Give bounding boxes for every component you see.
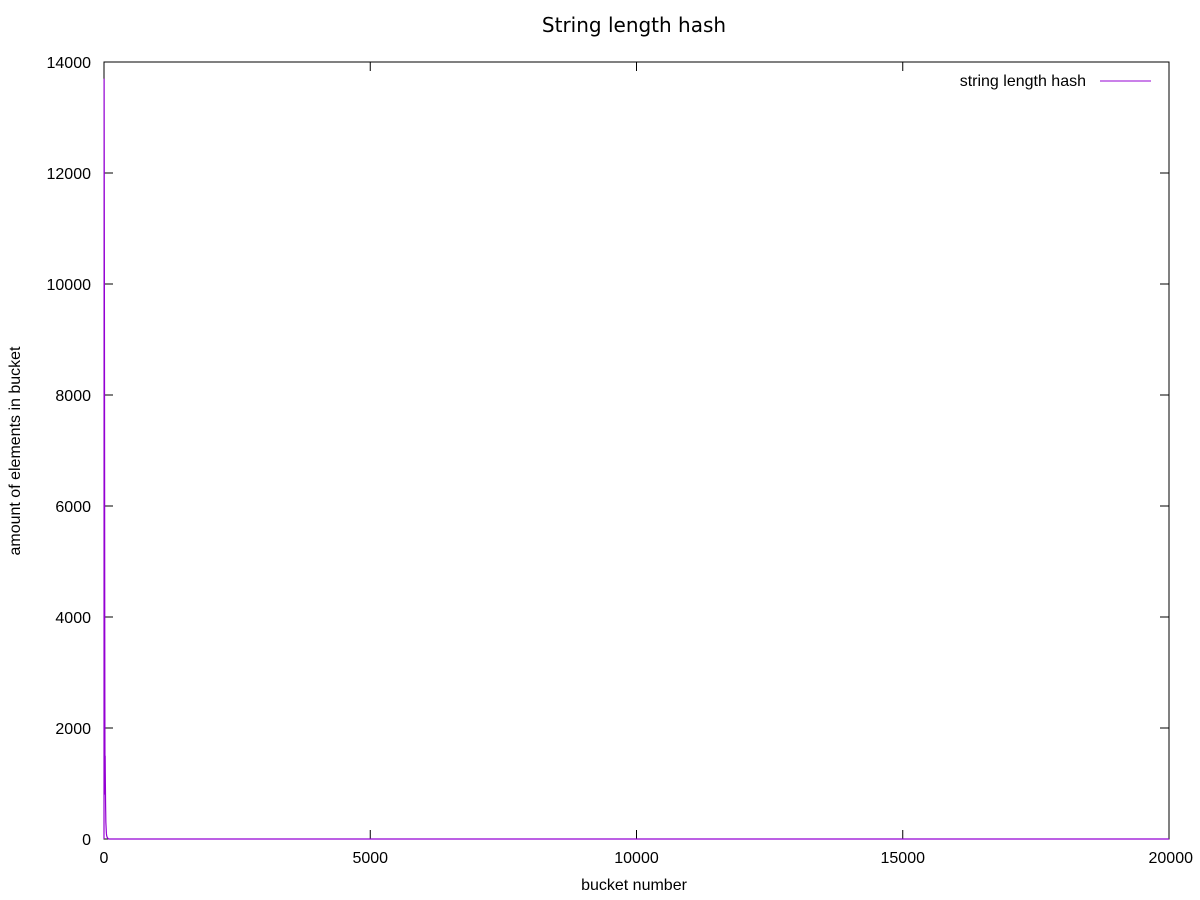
y-tick-label: 4000: [55, 610, 91, 627]
y-tick-label: 14000: [47, 55, 92, 72]
y-tick-label: 10000: [47, 277, 92, 294]
y-axis-label: amount of elements in bucket: [7, 346, 24, 556]
series-line-string-length-hash: [103, 78, 1169, 840]
y-tick-label: 0: [82, 832, 91, 849]
legend: string length hash: [960, 73, 1151, 90]
chart-title: String length hash: [542, 13, 726, 37]
legend-label-string-length-hash: string length hash: [960, 73, 1086, 90]
x-tick-label: 10000: [614, 850, 659, 867]
x-axis: 0 5000 10000 15000 20000: [100, 62, 1194, 867]
y-tick-label: 6000: [55, 499, 91, 516]
x-tick-label: 0: [100, 850, 109, 867]
x-tick-label: 20000: [1149, 850, 1194, 867]
x-tick-label: 15000: [881, 850, 926, 867]
y-tick-label: 8000: [55, 388, 91, 405]
series-layer: [103, 78, 1169, 840]
y-tick-label: 12000: [47, 166, 92, 183]
x-tick-label: 5000: [352, 850, 388, 867]
x-axis-label: bucket number: [581, 877, 688, 894]
y-tick-label: 2000: [55, 721, 91, 738]
y-axis: 0 2000 4000 6000 8000 10000 12000 14000: [47, 55, 1169, 849]
